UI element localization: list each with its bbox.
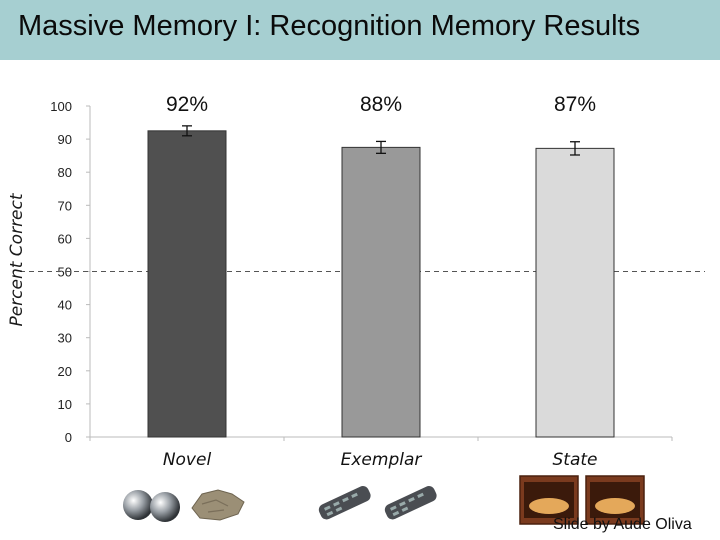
bar-novel bbox=[147, 130, 227, 438]
bar-exemplar bbox=[341, 146, 421, 438]
bar-value-label: 92% bbox=[166, 93, 208, 116]
y-tick-label: 10 bbox=[58, 397, 72, 412]
y-tick-label: 80 bbox=[58, 165, 72, 180]
y-axis-label: Percent Correct bbox=[7, 193, 27, 327]
y-tick-label: 70 bbox=[58, 198, 72, 213]
remote-controls-icon bbox=[318, 486, 437, 520]
y-tick-label: 40 bbox=[58, 298, 72, 313]
x-category-label: Novel bbox=[163, 450, 212, 470]
y-tick-label: 50 bbox=[58, 265, 72, 280]
bar-value-label: 88% bbox=[360, 93, 402, 116]
y-tick-label: 100 bbox=[50, 99, 72, 114]
steel-balls-icon bbox=[123, 490, 180, 522]
y-tick-label: 90 bbox=[58, 132, 72, 147]
bread-boxes-icon bbox=[519, 475, 645, 525]
y-tick-label: 0 bbox=[65, 430, 72, 445]
y-tick-label: 60 bbox=[58, 231, 72, 246]
title-bar: Massive Memory I: Recognition Memory Res… bbox=[0, 0, 720, 60]
bar-value-label: 87% bbox=[554, 93, 596, 116]
x-category-label: Exemplar bbox=[341, 450, 423, 470]
bar-state bbox=[535, 147, 615, 438]
y-tick-label: 30 bbox=[58, 331, 72, 346]
x-category-label: State bbox=[553, 450, 598, 470]
slide-credit: Slide by Aude Oliva bbox=[553, 516, 692, 533]
y-tick-label: 20 bbox=[58, 364, 72, 379]
stone-icon bbox=[191, 489, 245, 521]
bar-chart: 0 10 20 30 40 50 60 70 80 90 100 Novel 92% Exemplar 88… bbox=[20, 93, 705, 470]
slide-title: Massive Memory I: Recognition Memory Res… bbox=[18, 10, 641, 42]
